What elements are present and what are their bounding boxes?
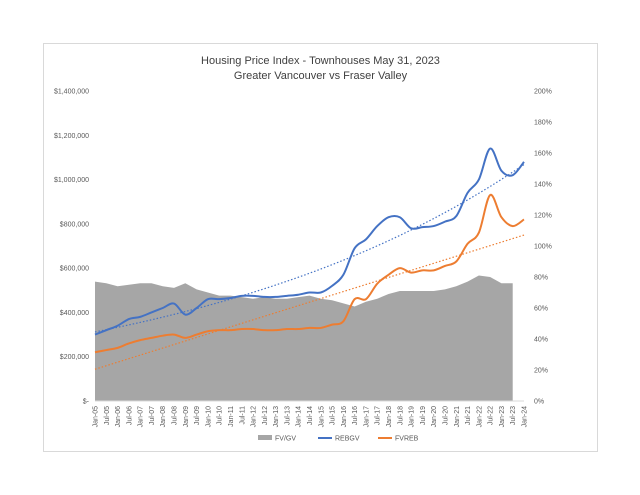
- x-tick-label: Jul-12: [262, 406, 269, 425]
- x-tick-label: Jul-06: [126, 406, 133, 425]
- series-rebgv-line: [94, 147, 525, 336]
- left-tick-label: $400,000: [60, 310, 89, 317]
- right-tick-label: 60%: [534, 306, 548, 313]
- legend-label-fvreb: FVREB: [395, 436, 419, 443]
- x-tick-label: Jan-13: [273, 406, 280, 428]
- chart-frame: Housing Price Index - Townhouses May 31,…: [43, 43, 598, 452]
- x-tick-label: Jul-18: [397, 406, 404, 425]
- x-tick-label: Jul-13: [284, 406, 291, 425]
- right-tick-label: 120%: [534, 213, 552, 220]
- right-tick-label: 40%: [534, 337, 548, 344]
- x-tick-label: Jan-21: [454, 406, 461, 428]
- x-tick-label: Jan-11: [228, 406, 235, 427]
- x-tick-label: Jan-15: [318, 406, 325, 428]
- x-tick-label: Jan-08: [160, 406, 167, 428]
- x-tick-label: Jul-14: [307, 406, 314, 425]
- line-layer: [94, 147, 525, 354]
- right-tick-label: 160%: [534, 151, 552, 158]
- x-tick-label: Jul-23: [510, 406, 517, 425]
- x-tick-label: Jul-22: [488, 406, 495, 425]
- x-tick-label: Jul-15: [330, 406, 337, 425]
- x-tick-label: Jul-16: [352, 406, 359, 425]
- left-axis: $- $200,000 $400,000 $600,000 $800,000 $1,000…: [54, 89, 90, 406]
- x-tick-label: Jan-17: [363, 406, 370, 428]
- x-tick-label: Jan-10: [205, 406, 212, 428]
- x-axis: Jan-05 Jul-05 Jan-06 Jul-06 Jan-07 Jul-07 Jan-…: [93, 400, 529, 428]
- series-fvreb-line: [94, 194, 525, 354]
- x-tick-label: Jan-14: [296, 406, 303, 428]
- x-tick-label: Jan-05: [93, 406, 100, 428]
- x-tick-label: Jul-21: [465, 406, 472, 425]
- x-tick-label: Jul-10: [217, 406, 224, 425]
- chart-title: Housing Price Index - Townhouses May 31,…: [201, 55, 440, 67]
- x-tick-label: Jul-20: [442, 406, 449, 425]
- housing-price-chart: Housing Price Index - Townhouses May 31,…: [54, 55, 552, 443]
- x-tick-label: Jan-07: [138, 406, 145, 428]
- x-tick-label: Jan-20: [431, 406, 438, 428]
- x-tick-label: Jan-16: [341, 406, 348, 428]
- left-tick-label: $1,400,000: [54, 89, 89, 96]
- x-tick-label: Jan-09: [183, 406, 190, 428]
- x-tick-label: Jan-22: [476, 406, 483, 428]
- left-tick-label: $200,000: [60, 354, 89, 361]
- right-tick-label: 20%: [534, 368, 548, 375]
- chart-subtitle: Greater Vancouver vs Fraser Valley: [234, 70, 408, 82]
- x-tick-label: Jul-11: [239, 406, 246, 425]
- right-tick-label: 140%: [534, 182, 552, 189]
- x-tick-label: Jan-06: [115, 406, 122, 428]
- x-tick-label: Jul-09: [194, 406, 201, 425]
- legend: FV/GV REBGV FVREB: [258, 435, 419, 443]
- x-tick-label: Jan-23: [499, 406, 506, 428]
- x-tick-label: Jul-17: [375, 406, 382, 425]
- right-tick-label: 180%: [534, 120, 552, 127]
- left-tick-label: $800,000: [60, 221, 89, 228]
- x-tick-label: Jul-08: [172, 406, 179, 425]
- left-tick-label: $-: [83, 399, 90, 406]
- x-tick-label: Jan-24: [522, 406, 529, 428]
- left-tick-label: $1,000,000: [54, 177, 89, 184]
- x-tick-label: Jan-12: [251, 406, 258, 428]
- x-tick-label: Jul-05: [104, 406, 111, 425]
- trendline-layer: [94, 164, 525, 370]
- right-axis: 0% 20% 40% 60% 80% 100% 120% 140% 160% 180% 200%: [534, 89, 552, 406]
- legend-swatch-fv-gv: [258, 435, 272, 440]
- x-tick-label: Jan-19: [409, 406, 416, 428]
- right-tick-label: 80%: [534, 275, 548, 282]
- left-tick-label: $600,000: [60, 266, 89, 273]
- left-tick-label: $1,200,000: [54, 133, 89, 140]
- right-tick-label: 0%: [534, 399, 544, 406]
- right-tick-label: 200%: [534, 89, 552, 96]
- trendline-fvreb: [94, 234, 525, 370]
- x-tick-label: Jul-07: [149, 406, 156, 425]
- right-tick-label: 100%: [534, 244, 552, 251]
- x-tick-label: Jan-18: [386, 406, 393, 428]
- legend-label-fv-gv: FV/GV: [275, 436, 296, 443]
- legend-label-rebgv: REBGV: [335, 436, 360, 443]
- x-tick-label: Jul-19: [420, 406, 427, 425]
